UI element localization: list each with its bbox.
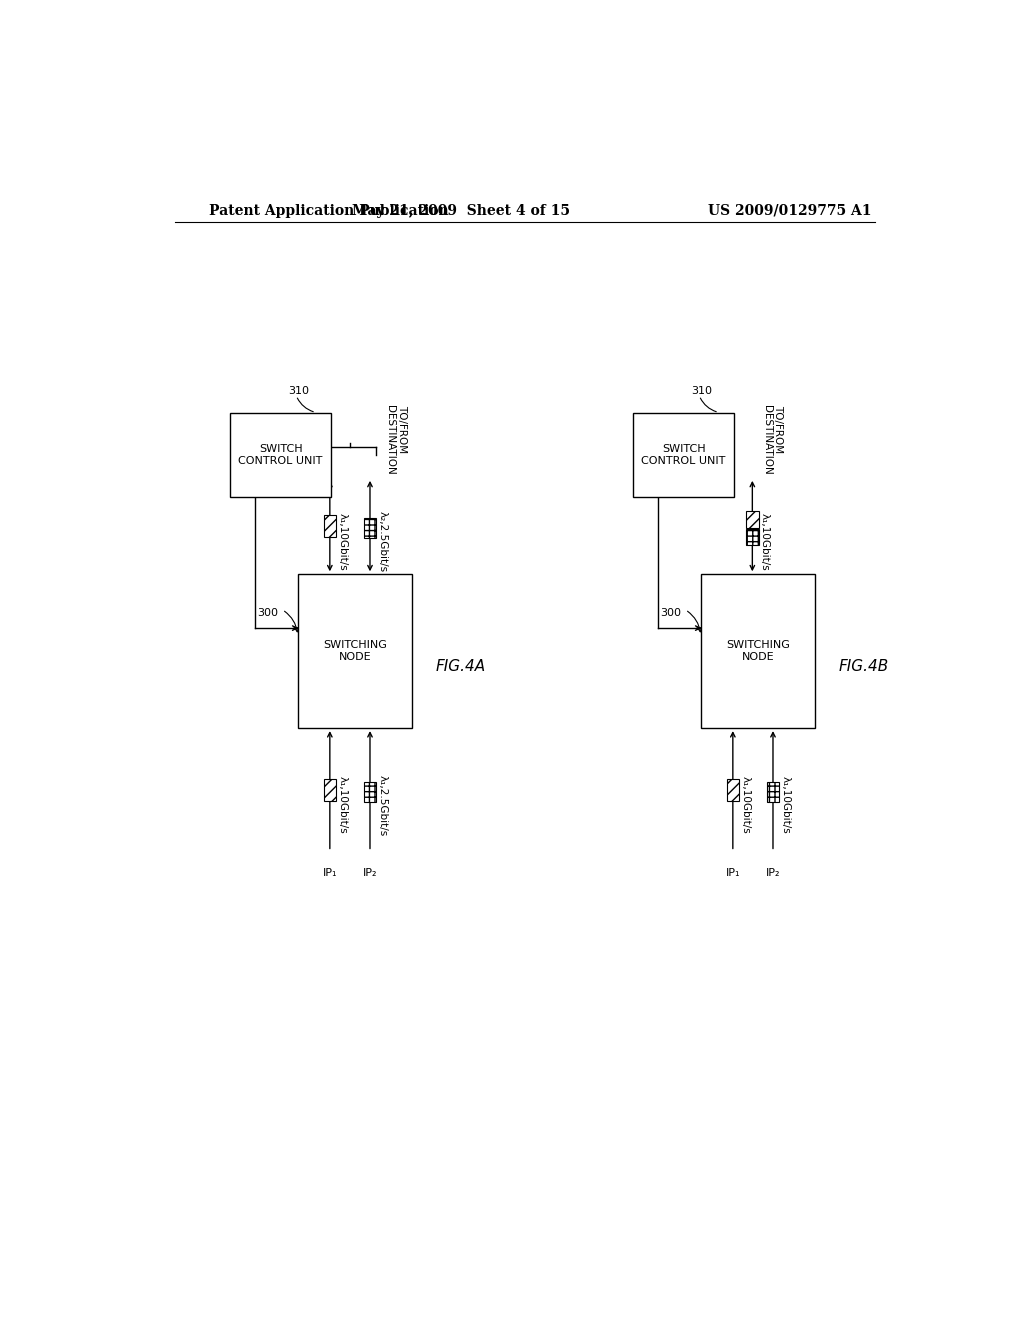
Text: 300: 300 xyxy=(660,607,681,618)
Text: λ₁,10Gbit/s: λ₁,10Gbit/s xyxy=(338,776,347,834)
Bar xyxy=(364,781,376,803)
Bar xyxy=(364,519,376,539)
Bar xyxy=(298,574,413,729)
Bar xyxy=(746,511,759,528)
Text: λ₁,10Gbit/s: λ₁,10Gbit/s xyxy=(740,776,751,834)
Text: 300: 300 xyxy=(257,607,279,618)
Text: 310: 310 xyxy=(691,385,713,396)
Text: SWITCHING
NODE: SWITCHING NODE xyxy=(324,640,387,663)
Text: FIG.4B: FIG.4B xyxy=(839,659,889,675)
Text: IP₁: IP₁ xyxy=(726,869,740,878)
Text: IP₁: IP₁ xyxy=(323,869,337,878)
Text: SWITCH
CONTROL UNIT: SWITCH CONTROL UNIT xyxy=(641,444,726,466)
Text: λ₂,2.5Gbit/s: λ₂,2.5Gbit/s xyxy=(378,511,388,572)
Text: SWITCH
CONTROL UNIT: SWITCH CONTROL UNIT xyxy=(239,444,323,466)
Text: May 21, 2009  Sheet 4 of 15: May 21, 2009 Sheet 4 of 15 xyxy=(352,203,570,218)
Text: λ₁,10Gbit/s: λ₁,10Gbit/s xyxy=(780,776,791,834)
Bar xyxy=(324,515,336,537)
Bar xyxy=(767,781,779,803)
Bar xyxy=(727,779,739,800)
Text: IP₂: IP₂ xyxy=(766,869,780,878)
Text: TO/FROM
DESTINATION: TO/FROM DESTINATION xyxy=(385,404,408,474)
Text: Patent Application Publication: Patent Application Publication xyxy=(209,203,449,218)
Text: FIG.4A: FIG.4A xyxy=(435,659,485,675)
Text: λ₁,10Gbit/s: λ₁,10Gbit/s xyxy=(338,512,347,570)
Text: λ₁,10Gbit/s: λ₁,10Gbit/s xyxy=(760,512,770,570)
Bar xyxy=(230,412,331,498)
Text: SWITCHING
NODE: SWITCHING NODE xyxy=(726,640,790,663)
Bar xyxy=(633,412,734,498)
Text: λ₁,2.5Gbit/s: λ₁,2.5Gbit/s xyxy=(378,775,388,836)
Bar xyxy=(324,779,336,800)
Bar xyxy=(700,574,815,729)
Text: IP₂: IP₂ xyxy=(362,869,377,878)
Text: TO/FROM
DESTINATION: TO/FROM DESTINATION xyxy=(762,404,783,474)
Text: US 2009/0129775 A1: US 2009/0129775 A1 xyxy=(709,203,872,218)
Bar xyxy=(746,529,759,545)
Text: 310: 310 xyxy=(289,385,309,396)
